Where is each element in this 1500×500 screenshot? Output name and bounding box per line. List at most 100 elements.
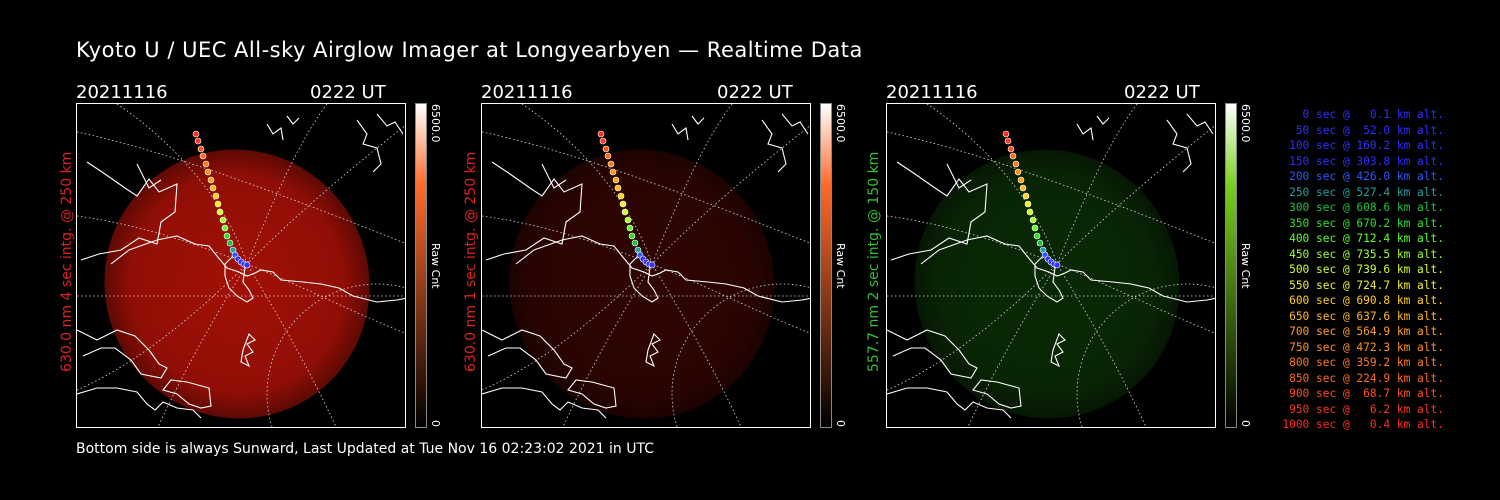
legend-row: 850 sec @ 224.9 km alt.	[1289, 371, 1444, 385]
trajectory-point	[1031, 224, 1039, 232]
trajectory-point	[1002, 130, 1010, 138]
panel-1-image	[76, 103, 406, 428]
coastline	[376, 113, 404, 135]
legend-row: 50 sec @ 52.0 km alt.	[1295, 123, 1444, 137]
trajectory-point	[202, 160, 210, 168]
panel-3-cbar-unit: Raw Cnt	[1239, 243, 1252, 289]
grid-line	[246, 104, 328, 265]
grid-line	[1056, 104, 1138, 265]
all-sky-image	[887, 104, 1215, 427]
coastline	[356, 119, 382, 173]
panel-1-cbar-max: 6500.0	[429, 104, 442, 143]
trajectory-point	[597, 130, 605, 138]
coastline	[567, 379, 617, 409]
trajectory-point	[204, 168, 212, 176]
panel-1-cbar-min: 0	[429, 420, 442, 427]
coastline	[482, 329, 573, 379]
trajectory-point	[221, 224, 229, 232]
trajectory-point	[1026, 208, 1034, 216]
grid-line	[887, 215, 1058, 265]
trajectory-point	[621, 208, 629, 216]
panel-2-date: 20211116	[481, 82, 573, 103]
coastline	[515, 235, 810, 303]
coastline	[80, 161, 178, 261]
coastline	[781, 113, 809, 135]
coastline	[890, 161, 988, 261]
coastline	[240, 333, 256, 368]
legend-row: 400 sec @ 712.4 km alt.	[1289, 232, 1444, 245]
trajectory-point	[604, 152, 612, 160]
grid-line	[1056, 263, 1147, 427]
coastline	[162, 379, 212, 409]
legend-row: 250 sec @ 527.4 km alt.	[1289, 185, 1444, 199]
grid-line	[77, 263, 248, 391]
coastline	[1076, 123, 1094, 141]
trajectory-point	[223, 232, 231, 240]
coastline	[887, 387, 1012, 419]
panel-2-colorbar	[820, 103, 832, 428]
legend-row: 650 sec @ 637.6 km alt.	[1289, 309, 1444, 323]
trajectory-point	[1029, 216, 1037, 224]
coastline	[266, 123, 284, 141]
grid-line	[246, 263, 337, 427]
coastline	[887, 329, 978, 379]
trajectory-point	[628, 232, 636, 240]
grid-line	[887, 131, 1215, 244]
coastline	[482, 387, 607, 419]
trajectory-point	[226, 239, 234, 247]
trajectory-point	[243, 261, 251, 269]
trajectory-point	[599, 137, 607, 145]
airglow-field	[104, 149, 370, 419]
legend-row: 150 sec @ 303.8 km alt.	[1289, 154, 1444, 168]
trajectory-point	[219, 216, 227, 224]
coastline	[1096, 115, 1110, 125]
coastline	[1050, 333, 1066, 368]
coastline	[541, 163, 567, 189]
trajectory-point	[648, 261, 656, 269]
panel-2-image	[481, 103, 811, 428]
grid-line	[926, 104, 1058, 265]
trajectory-point	[194, 137, 202, 145]
trajectory-point	[609, 168, 617, 176]
trajectory-point	[607, 160, 615, 168]
legend-row: 200 sec @ 426.0 km alt.	[1289, 170, 1444, 183]
panel-3-cbar-max: 6500.0	[1239, 104, 1252, 143]
trajectory-point	[1014, 168, 1022, 176]
panel-3-image	[886, 103, 1216, 428]
trajectory-point	[1017, 176, 1025, 184]
coastline	[645, 333, 661, 368]
grid-line	[77, 131, 405, 244]
coastline	[110, 235, 405, 303]
grid-circle	[671, 283, 810, 427]
panel-2-ylabel: 630.0 nm 1 sec intg. @ 250 km	[463, 151, 479, 372]
panel-2-time: 0222 UT	[717, 82, 793, 103]
legend-row: 0 sec @ 0.1 km alt.	[1302, 108, 1444, 121]
legend-row: 300 sec @ 608.6 km alt.	[1289, 201, 1444, 214]
legend-row: 1000 sec @ 0.4 km alt.	[1282, 418, 1444, 431]
panel-3-cbar-min: 0	[1239, 420, 1252, 427]
all-sky-image	[77, 104, 405, 427]
trajectory-point	[602, 145, 610, 153]
legend-row: 950 sec @ 6.2 km alt.	[1289, 402, 1444, 416]
legend-row: 700 sec @ 564.9 km alt.	[1289, 325, 1444, 338]
trajectory-point	[216, 208, 224, 216]
legend-row: 500 sec @ 739.6 km alt.	[1289, 263, 1444, 276]
coastline	[920, 235, 1215, 303]
grid-circle	[1076, 283, 1215, 427]
trajectory-legend: 0 sec @ 0.1 km alt. 50 sec @ 52.0 km alt.…	[1262, 107, 1444, 433]
trajectory-point	[614, 184, 622, 192]
grid-line	[482, 215, 653, 265]
panel-1-date: 20211116	[76, 82, 168, 103]
coastline	[691, 115, 705, 125]
legend-row: 750 sec @ 472.3 km alt.	[1289, 340, 1444, 354]
panel-2-cbar-unit: Raw Cnt	[834, 243, 847, 289]
panel-1-ylabel: 630.0 nm 4 sec intg. @ 250 km	[59, 151, 75, 372]
trajectory-point	[1022, 192, 1030, 200]
panel-3-colorbar	[1225, 103, 1237, 428]
grid-circle	[266, 283, 405, 427]
grid-line	[521, 104, 653, 265]
panel-1-cbar-unit: Raw Cnt	[429, 243, 442, 289]
coastline	[77, 387, 202, 419]
trajectory-point	[631, 239, 639, 247]
grid-line	[157, 263, 248, 427]
